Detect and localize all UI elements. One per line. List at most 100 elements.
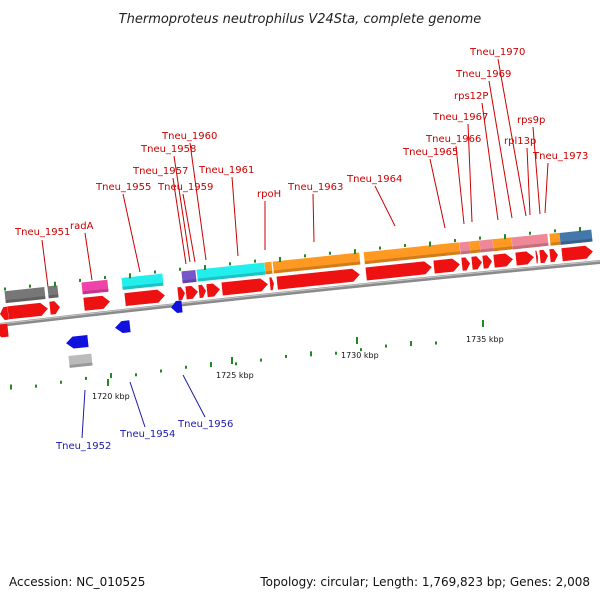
gc-tick [335,351,337,355]
gc-tick [60,380,62,384]
gene-label[interactable]: Tneu_1967 [432,112,488,123]
gc-tick [129,273,131,279]
gc-tick [310,351,312,357]
forward-cds-arrow [124,289,165,307]
bottom-gene-labels: Tneu_1952 Tneu_1954 Tneu_1956 [55,419,233,452]
forward-cds-arrow [177,287,185,301]
gc-tick [179,267,181,271]
gene-label[interactable]: Tneu_1973 [532,151,588,162]
cog-feature-bar [363,242,461,265]
top-gene-labels: Tneu_1951 radA Tneu_1955 Tneu_1957 Tneu_… [14,47,588,238]
forward-cds-track [0,245,593,338]
gene-label[interactable]: Tneu_1969 [455,69,511,80]
gc-tick [554,229,556,233]
gene-label[interactable]: Tneu_1965 [402,147,458,158]
map-title: Thermoproteus neutrophilus V24Sta, compl… [119,12,482,27]
label-leader [231,176,239,257]
forward-cds-arrow [198,284,206,299]
cog-feature-bar [549,232,561,246]
cog-feature-track [4,229,593,304]
forward-cds-arrow [482,255,492,269]
cog-feature-bar-shade [460,250,471,255]
gc-tick [404,244,406,248]
cog-feature-bar-shade [273,261,361,274]
gc-tick [504,234,506,240]
gc-tick [429,241,431,247]
gc-tick [10,384,12,390]
cog-feature-bar-shade [470,249,481,254]
reverse-cds-arrow [171,300,183,313]
cog-feature-bar [196,262,266,282]
gc-content-ticks [4,226,581,390]
gene-label[interactable]: Tneu_1963 [287,182,343,193]
label-leader [182,374,206,418]
forward-cds-arrow [185,285,198,300]
ruler-label: 1725 kbp [216,371,254,380]
ruler-tick [356,337,358,344]
gene-label[interactable]: Tneu_1961 [198,165,254,176]
gene-label[interactable]: rpoH [257,189,281,200]
label-leader [374,185,396,227]
cog-feature-bar [4,287,46,304]
gene-label[interactable]: Tneu_1958 [140,144,196,155]
gc-tick [229,262,231,266]
gc-tick [454,239,456,243]
label-leader [455,145,465,225]
gc-tick [529,231,531,235]
gene-label[interactable]: Tneu_1954 [119,429,175,440]
gene-label[interactable]: Tneu_1956 [177,419,233,430]
genome-backbone [0,260,600,327]
label-leader [122,193,141,273]
forward-cds-arrow [433,258,460,274]
cog-feature-bar-shade [364,251,461,265]
ruler-tick [482,320,484,327]
forward-cds-arrow [493,253,513,268]
gene-label[interactable]: Tneu_1951 [14,227,70,238]
cog-feature-bar-shade [182,278,197,284]
label-leader [182,193,196,263]
gc-tick [379,246,381,250]
forward-cds-arrow [49,301,60,315]
gc-tick [54,281,56,287]
gene-label[interactable]: rpl13p [504,136,536,147]
forward-cds-arrow [515,251,534,266]
forward-cds-arrow [561,245,593,262]
gc-tick [110,373,112,379]
reverse-cog-bar [68,353,93,368]
gene-label[interactable]: rps9p [517,115,545,126]
forward-cds-arrow [7,302,48,320]
gc-tick [204,265,206,271]
gc-tick [29,284,31,288]
gene-label[interactable]: Tneu_1959 [157,182,213,193]
cog-feature-bar-shade [197,271,266,282]
label-leader [481,102,499,221]
label-leader [172,177,187,265]
gc-tick [385,344,387,348]
gc-tick [329,251,331,255]
reverse-cds-arrow [115,320,131,334]
label-leader [312,193,315,243]
forward-cds-arrow [0,323,9,338]
gene-label[interactable]: Tneu_1955 [95,182,151,193]
gene-label[interactable]: Tneu_1970 [469,47,525,58]
cog-feature-bar-shade [82,288,109,295]
cog-feature-bar [469,240,481,254]
gene-label[interactable]: Tneu_1964 [346,174,402,185]
gc-tick [104,276,106,280]
gc-tick [285,354,287,358]
gene-label[interactable]: Tneu_1952 [55,441,111,452]
gc-tick [210,362,212,368]
gene-label[interactable]: rps12P [454,91,488,102]
gene-label[interactable]: Tneu_1960 [161,131,217,142]
cog-feature-bar-shade [5,295,46,304]
accession-text: Accession: NC_010525 [9,575,145,589]
gene-label[interactable]: Tneu_1957 [132,166,188,177]
gene-label[interactable]: radA [70,221,94,232]
forward-cds-arrow [276,268,360,290]
gc-tick [260,358,262,362]
gene-label[interactable]: Tneu_1966 [425,134,481,145]
label-leader [497,58,527,217]
forward-cds-arrow [539,249,548,264]
cog-feature-bar-shade [480,248,494,253]
